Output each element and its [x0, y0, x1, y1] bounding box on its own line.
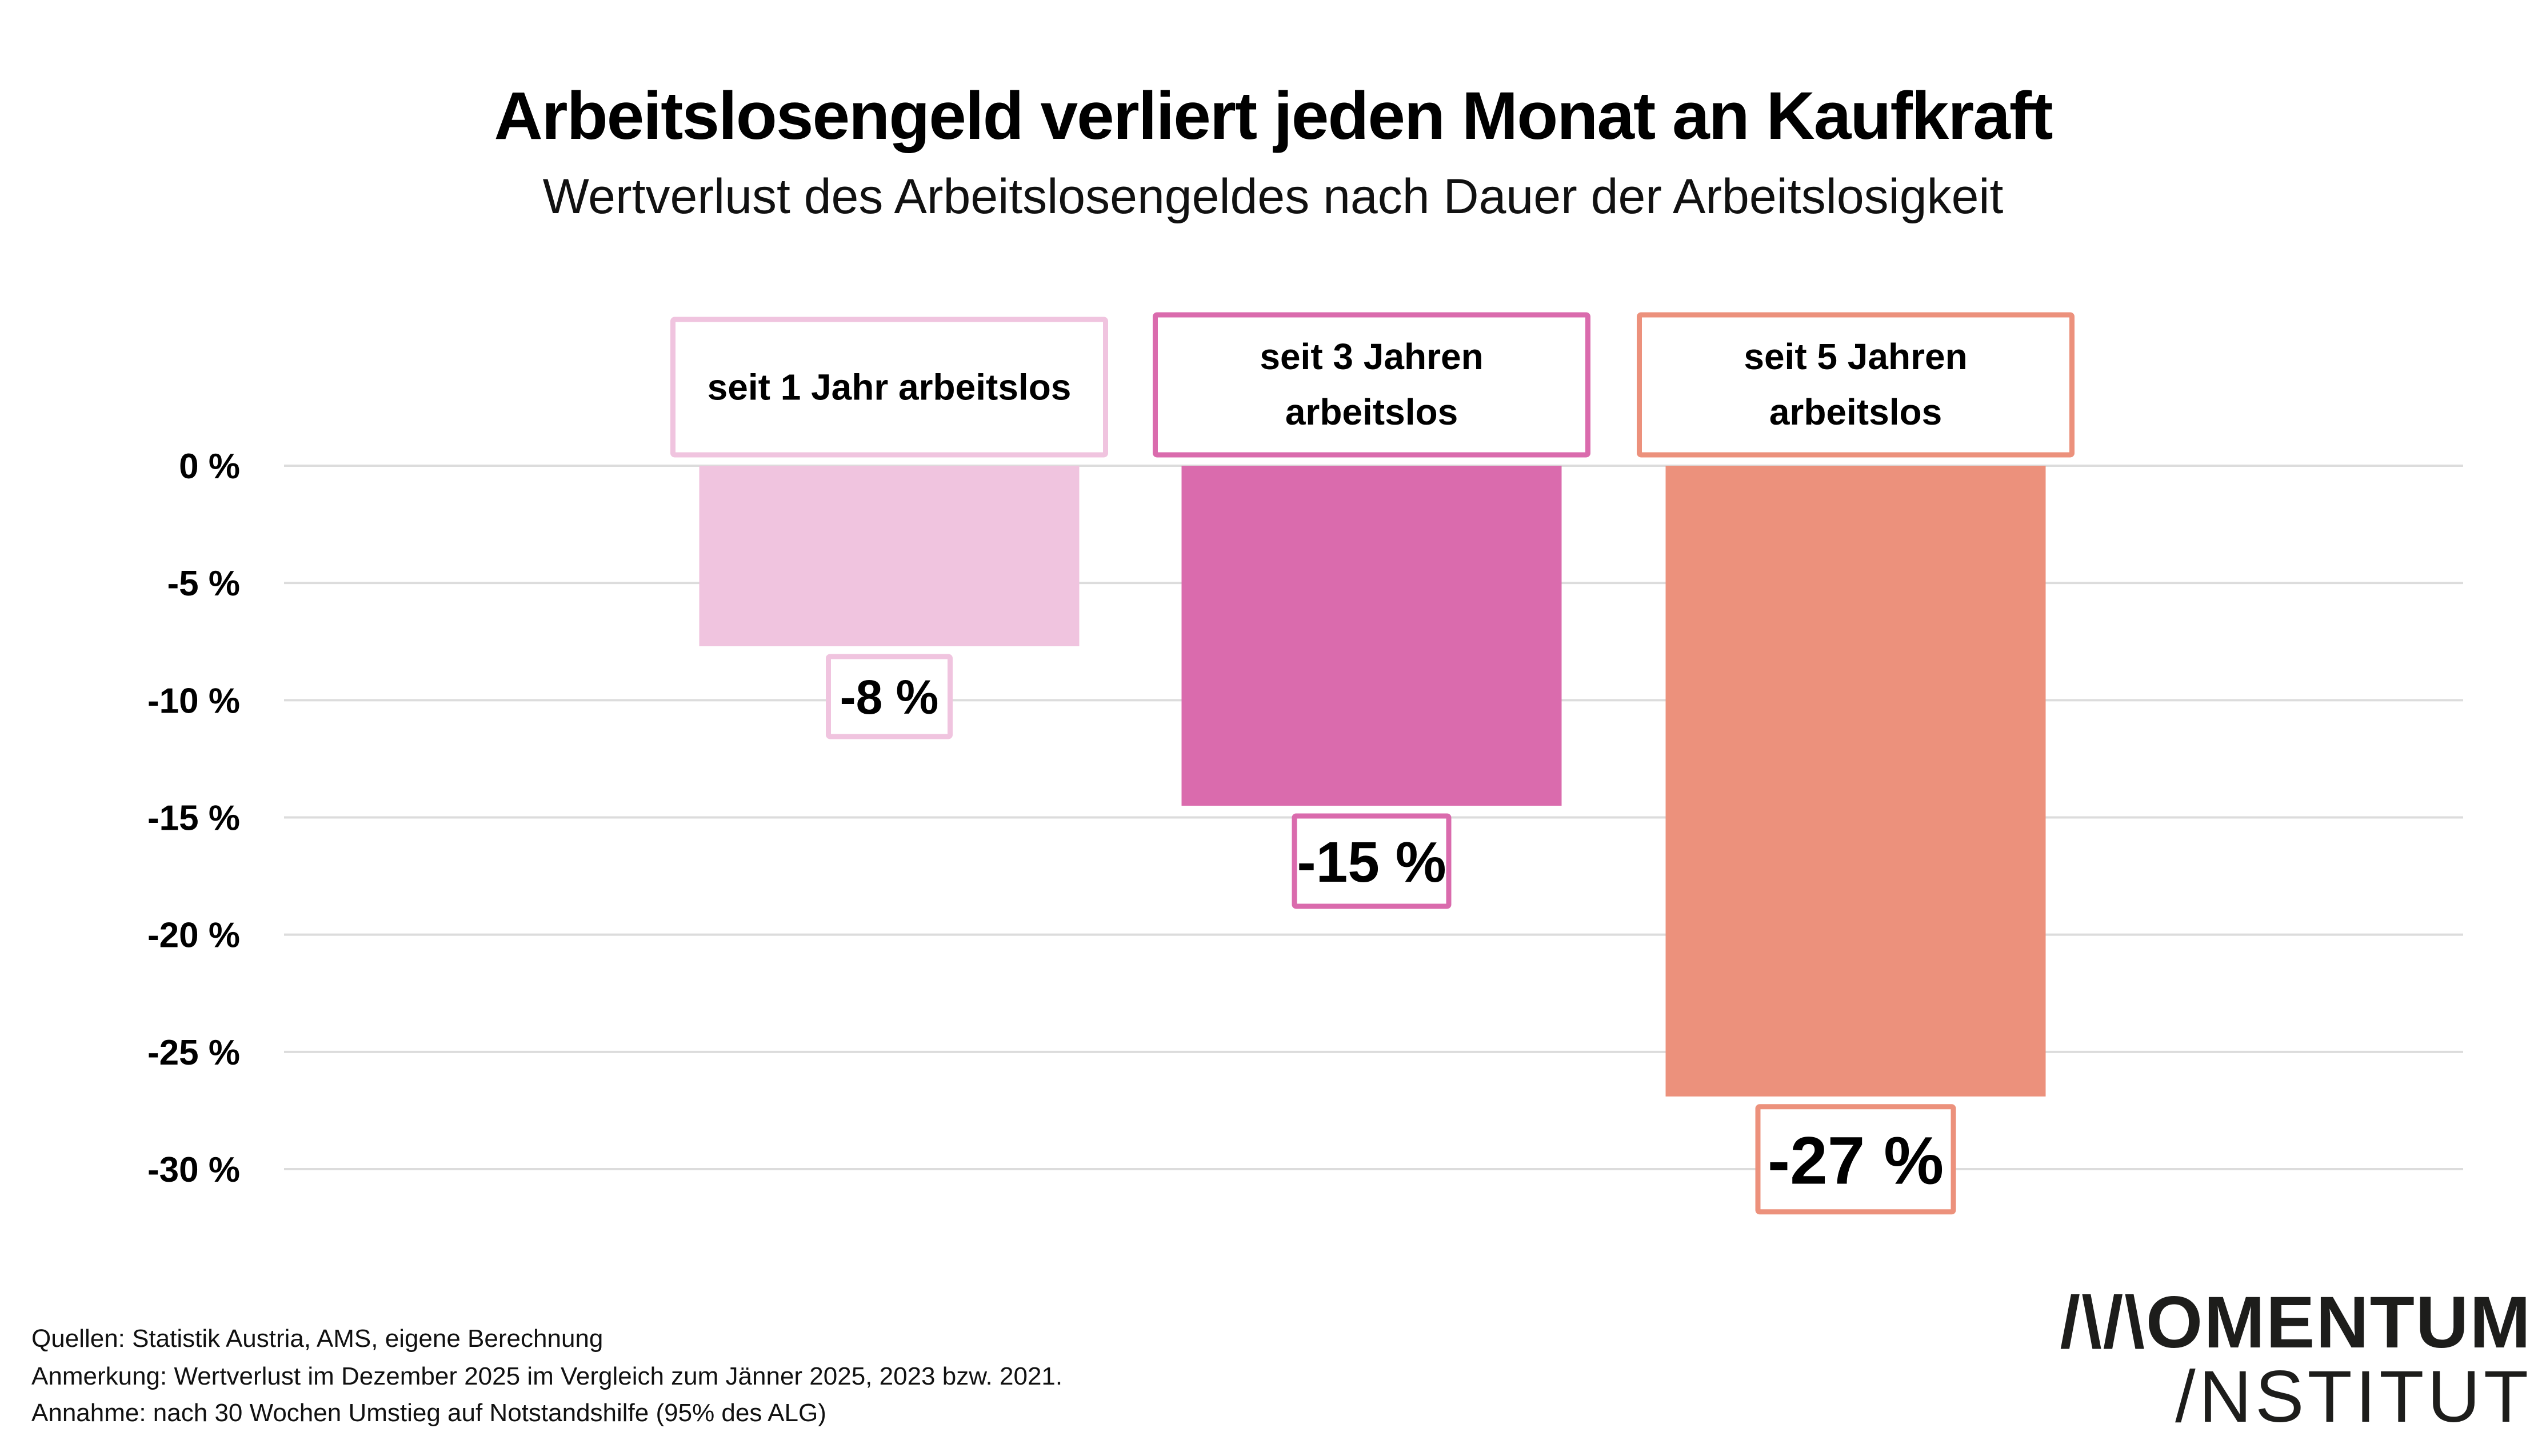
value-label-text: -8 %: [840, 670, 939, 724]
y-axis-ticks: 0 % -5 % -10 % -15 % -20 % -25 % -30 %: [147, 447, 240, 1190]
bar: [1665, 466, 2046, 1097]
value-label: -15 %: [1292, 813, 1452, 909]
y-tick-label: -30 %: [147, 1150, 240, 1190]
momentum-institut-logo: /\/\OMENTUM /NSTITUT: [2060, 1286, 2532, 1434]
value-label: -8 %: [826, 654, 953, 739]
value-label-box: [826, 654, 953, 739]
category-label-text: seit 3 Jahren: [1260, 336, 1483, 377]
assumption-note: Annahme: nach 30 Wochen Umstieg auf Nots…: [31, 1399, 826, 1427]
value-label: -27 %: [1755, 1104, 1956, 1215]
category-label-text: arbeitslos: [1285, 391, 1458, 433]
value-label-box: [1755, 1104, 1956, 1215]
value-label-text: -27 %: [1768, 1123, 1944, 1198]
category-label: seit 3 Jahren arbeitslos: [1153, 312, 1590, 458]
category-label-box: [1637, 312, 2075, 458]
value-labels: -8 % -15 % -27 %: [826, 654, 1956, 1215]
source-note: Quellen: Statistik Austria, AMS, eigene …: [31, 1325, 603, 1353]
chart-title: Arbeitslosengeld verliert jeden Monat an…: [494, 78, 2053, 154]
logo-line-1: /\/\OMENTUM: [2060, 1282, 2532, 1363]
category-label-box: [1153, 312, 1590, 458]
value-label-text: -15 %: [1297, 830, 1446, 894]
category-labels: seit 1 Jahr arbeitslos seit 3 Jahren arbei…: [670, 312, 2075, 458]
y-tick-label: -10 %: [147, 681, 240, 721]
category-label: seit 5 Jahren arbeitslos: [1637, 312, 2075, 458]
category-label-text: seit 5 Jahren: [1744, 336, 1967, 377]
bars: [699, 466, 2046, 1097]
category-label-box: [670, 317, 1108, 458]
y-tick-label: -25 %: [147, 1033, 240, 1073]
chart-subtitle: Wertverlust des Arbeitslosengeldes nach …: [542, 169, 2004, 224]
remark-note: Anmerkung: Wertverlust im Dezember 2025 …: [31, 1362, 1063, 1390]
category-label-text: arbeitslos: [1769, 391, 1942, 433]
bar: [699, 466, 1080, 646]
y-tick-label: -15 %: [147, 799, 240, 838]
bar: [1181, 466, 1562, 806]
category-label-text: seit 1 Jahr arbeitslos: [708, 367, 1072, 408]
y-tick-label: -5 %: [167, 564, 240, 603]
y-tick-label: -20 %: [147, 916, 240, 955]
value-label-box: [1292, 813, 1452, 909]
y-tick-label: 0 %: [179, 447, 240, 486]
category-label: seit 1 Jahr arbeitslos: [670, 317, 1108, 458]
logo-line-2: /NSTITUT: [2175, 1356, 2532, 1438]
